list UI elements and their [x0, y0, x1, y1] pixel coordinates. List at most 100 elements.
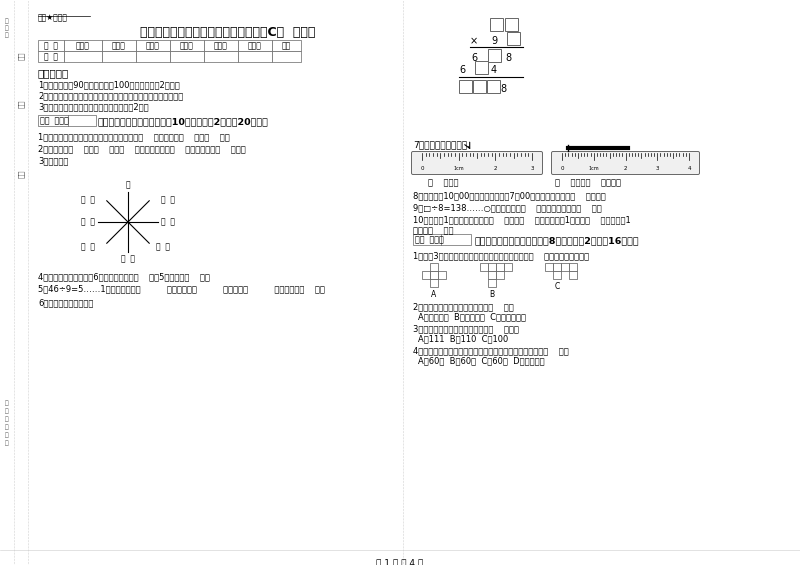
Bar [430, 279, 438, 287]
Bar [496, 271, 504, 279]
Bar [505, 18, 518, 31]
FancyBboxPatch shape [411, 151, 542, 175]
Text: 1cm: 1cm [589, 166, 599, 171]
Text: 装: 装 [5, 18, 9, 24]
Bar [475, 61, 488, 74]
Bar [272, 51, 301, 62]
Text: 综合题: 综合题 [214, 41, 228, 50]
Text: 9: 9 [491, 36, 497, 46]
Text: 座: 座 [5, 400, 9, 406]
Text: 应用题: 应用题 [248, 41, 262, 50]
Bar [170, 51, 204, 62]
Text: （    ）厘米（    ）毫米。: （ ）厘米（ ）毫米。 [555, 178, 621, 187]
Text: 3、填一填。: 3、填一填。 [38, 156, 68, 165]
Text: 6: 6 [459, 65, 465, 75]
Text: 线: 线 [5, 32, 9, 38]
Text: 8: 8 [505, 53, 511, 63]
Bar [170, 40, 204, 51]
Text: 题库★自用题: 题库★自用题 [38, 13, 68, 22]
Bar [459, 80, 472, 93]
Text: 8、小林晚上10：00睡觉，第二天早上7：00起床，他一共睡了（    ）小时。: 8、小林晚上10：00睡觉，第二天早上7：00起床，他一共睡了（ ）小时。 [413, 191, 606, 200]
Text: 2、请首先按要求在试卷的指定位置填写您的姓名、班级、学号。: 2、请首先按要求在试卷的指定位置填写您的姓名、班级、学号。 [38, 91, 183, 100]
Bar [569, 271, 577, 279]
Text: 7、量出钉子的长度。: 7、量出钉子的长度。 [413, 140, 467, 149]
Text: ）: ） [5, 440, 9, 446]
Text: 判断题: 判断题 [146, 41, 160, 50]
Text: 10、分针走1小格，秒针正好走（    ），是（    ）秒，分针走1大格是（    ），时针走1: 10、分针走1小格，秒针正好走（ ），是（ ）秒，分针走1大格是（ ），时针走1 [413, 215, 630, 224]
Text: 次: 次 [5, 408, 9, 414]
Bar [64, 40, 102, 51]
FancyBboxPatch shape [551, 151, 699, 175]
Text: 1、下列3个图形中，每个小正方形都一样大，那么（    ）图形的周长最长。: 1、下列3个图形中，每个小正方形都一样大，那么（ ）图形的周长最长。 [413, 251, 589, 260]
Text: （  ）: （ ） [156, 242, 170, 251]
Bar [488, 49, 501, 62]
Bar [488, 271, 496, 279]
Text: 考试须知：: 考试须知： [38, 68, 70, 78]
Text: 副: 副 [5, 424, 9, 429]
Text: 4、时针从上一个数字到相邻的下一个数字，经过的时间是（    ）。: 4、时针从上一个数字到相邻的下一个数字，经过的时间是（ ）。 [413, 346, 569, 355]
Text: 学校: 学校 [18, 170, 24, 179]
Text: 订: 订 [5, 25, 9, 31]
Bar [490, 18, 503, 31]
Text: 2: 2 [624, 166, 627, 171]
Text: 1、在进位加法中，不管哪一位上的数相加满（    ），都要向（    ）进（    ）。: 1、在进位加法中，不管哪一位上的数相加满（ ），都要向（ ）进（ ）。 [38, 132, 230, 141]
Text: A、111  B、110  C、100: A、111 B、110 C、100 [418, 334, 508, 343]
Bar [480, 263, 488, 271]
Text: 题: 题 [5, 432, 9, 438]
Text: 沪教版三年级数学下学期开学考试试卷C卷  附解析: 沪教版三年级数学下学期开学考试试卷C卷 附解析 [140, 26, 316, 39]
Text: 二、反复比较，慎重选择（共8小题，每题2分，共16分）。: 二、反复比较，慎重选择（共8小题，每题2分，共16分）。 [475, 236, 640, 245]
Bar [422, 271, 430, 279]
Text: 得分  评卷人: 得分 评卷人 [40, 116, 69, 125]
Bar [553, 271, 561, 279]
Bar [553, 263, 561, 271]
Text: 选择题: 选择题 [112, 41, 126, 50]
Bar [488, 279, 496, 287]
Bar [507, 32, 520, 45]
Bar [102, 40, 136, 51]
Text: 题  号: 题 号 [44, 41, 58, 50]
Text: （  ）: （ ） [81, 242, 95, 251]
Bar [438, 271, 446, 279]
Text: 班级: 班级 [18, 100, 24, 108]
Text: 4: 4 [687, 166, 690, 171]
Text: 3、不要在试卷上乱写乱画，卷面不整洁扣2分。: 3、不要在试卷上乱写乱画，卷面不整洁扣2分。 [38, 102, 149, 111]
Bar [204, 51, 238, 62]
Text: A: A [431, 290, 437, 299]
Text: 3、最大的三位数是最大一位数的（    ）倍。: 3、最大的三位数是最大一位数的（ ）倍。 [413, 324, 519, 333]
Bar [136, 40, 170, 51]
Text: 0: 0 [560, 166, 564, 171]
Text: 8: 8 [500, 84, 506, 94]
Text: 姓名: 姓名 [18, 52, 24, 60]
Text: 6: 6 [471, 53, 477, 63]
Text: ×: × [470, 36, 478, 46]
Text: 4: 4 [491, 65, 497, 75]
Text: （  ）: （ ） [161, 195, 175, 205]
Text: 一、用心思考，正确填空（共10小题，每题2分，共20分）。: 一、用心思考，正确填空（共10小题，每题2分，共20分）。 [98, 117, 269, 126]
Text: 得分  评卷人: 得分 评卷人 [415, 236, 444, 245]
Text: 6、在里填上适当的数。: 6、在里填上适当的数。 [38, 298, 94, 307]
Text: C: C [554, 282, 560, 291]
Bar [430, 271, 438, 279]
Text: 填空题: 填空题 [76, 41, 90, 50]
Text: A、60秒  B、60分  C、60时  D、无法确定: A、60秒 B、60分 C、60时 D、无法确定 [418, 356, 545, 365]
Text: 1、考试时间：90分钟，满分为100分（含卷面分2分）。: 1、考试时间：90分钟，满分为100分（含卷面分2分）。 [38, 80, 180, 89]
Bar [238, 51, 272, 62]
Text: 得  分: 得 分 [44, 52, 58, 61]
Bar [488, 263, 496, 271]
Bar [38, 40, 64, 51]
Text: 4、把一根绳子平均分成6份，每份是它的（    ），5份是它的（    ）。: 4、把一根绳子平均分成6份，每份是它的（ ），5份是它的（ ）。 [38, 272, 210, 281]
Bar [272, 40, 301, 51]
Bar [569, 263, 577, 271]
Bar [102, 51, 136, 62]
Bar [238, 40, 272, 51]
Text: 2、你出生于（    ）年（    ）月（    ）日，那一年是（    ）年，全年有（    ）天。: 2、你出生于（ ）年（ ）月（ ）日，那一年是（ ）年，全年有（ ）天。 [38, 144, 246, 153]
Text: （: （ [5, 416, 9, 421]
Text: 总分: 总分 [282, 41, 291, 50]
Text: （  ）: （ ） [161, 218, 175, 227]
Text: （    ）毫米: （ ）毫米 [428, 178, 458, 187]
Bar [561, 263, 569, 271]
Bar [64, 51, 102, 62]
Text: 计算题: 计算题 [180, 41, 194, 50]
Text: A、开关抽屉  B、打开瓶盖  C、转动的风车: A、开关抽屉 B、打开瓶盖 C、转动的风车 [418, 312, 526, 321]
Bar [204, 40, 238, 51]
